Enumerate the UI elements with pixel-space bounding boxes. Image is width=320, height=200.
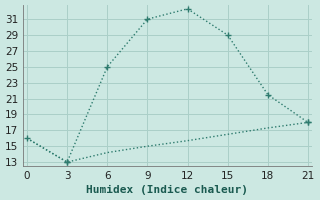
X-axis label: Humidex (Indice chaleur): Humidex (Indice chaleur) xyxy=(86,185,248,195)
